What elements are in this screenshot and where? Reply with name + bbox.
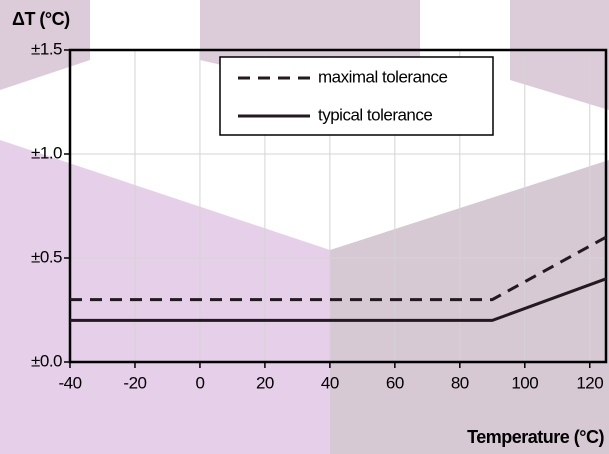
legend: maximal tolerance typical tolerance [219, 56, 494, 136]
x-tick-label: 120 [576, 373, 603, 392]
x-tick-label: 0 [195, 373, 204, 392]
y-tick-label: ±1.0 [31, 143, 62, 162]
y-tick-label: ±1.5 [31, 39, 62, 58]
y-tick-label: ±0.0 [31, 351, 62, 370]
series-line [70, 277, 607, 322]
x-tick-label: 60 [386, 373, 404, 392]
legend-box [219, 56, 494, 136]
legend-label: typical tolerance [318, 105, 432, 124]
x-tick-label: 100 [511, 373, 538, 392]
series-line [70, 235, 607, 302]
x-tick-label: 20 [256, 373, 274, 392]
x-tick-label: -20 [123, 373, 146, 392]
y-tick-label: ±0.5 [31, 247, 62, 266]
x-tick-label: 40 [321, 373, 339, 392]
x-tick-label: 80 [451, 373, 469, 392]
legend-label: maximal tolerance [318, 67, 447, 86]
x-tick-label: -40 [58, 373, 81, 392]
x-axis-label: Temperature (°C) [467, 427, 604, 447]
plot-frame [68, 48, 608, 364]
plot-area: -40 -20 0 20 40 60 80 100 120 ±0.0 ±0.5 ±1.0 ±1.5 max… [31, 39, 608, 392]
y-axis-label: ΔT (°C) [12, 9, 70, 29]
